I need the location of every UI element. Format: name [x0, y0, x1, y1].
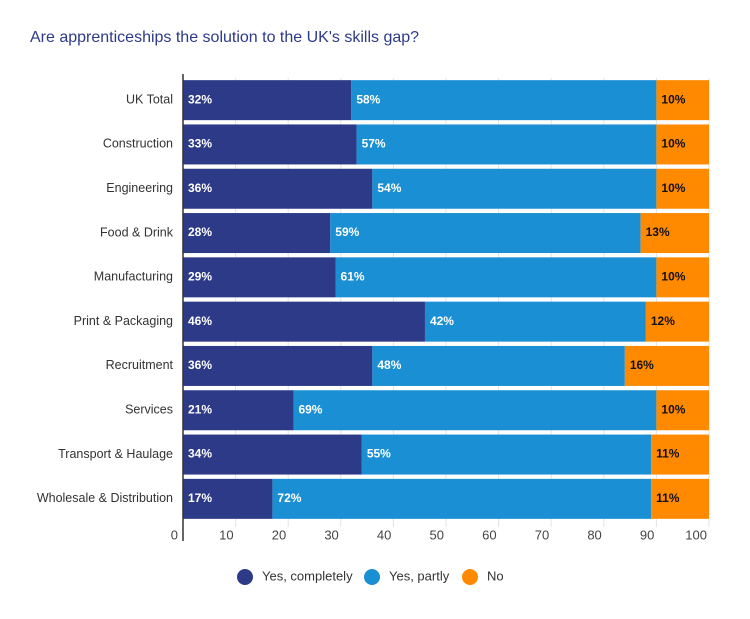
bar-segment: [183, 434, 362, 475]
bar-segment: [183, 345, 373, 386]
value-label: 57%: [362, 137, 386, 151]
legend-marker: [237, 569, 253, 585]
bar-segment: [183, 478, 273, 519]
value-label: 58%: [356, 92, 380, 106]
bar-segment: [183, 301, 425, 342]
bar-segment: [183, 390, 294, 431]
bar-segment: [656, 257, 709, 298]
bar-segment: [372, 168, 657, 209]
x-tick-label: 70: [535, 527, 549, 542]
bar-segment: [656, 124, 709, 165]
value-label: 36%: [188, 358, 212, 372]
legend-marker: [462, 569, 478, 585]
bar-segment: [272, 478, 652, 519]
bar-segment: [640, 213, 709, 254]
bar-segment: [651, 434, 709, 475]
bar-segment: [351, 80, 657, 121]
value-label: 16%: [630, 358, 654, 372]
value-label: 34%: [188, 447, 212, 461]
x-tick-label: 30: [324, 527, 338, 542]
category-label: Construction: [103, 137, 173, 151]
category-label: Food & Drink: [100, 225, 174, 239]
value-label: 28%: [188, 225, 212, 239]
bar-segment: [293, 390, 657, 431]
value-label: 32%: [188, 92, 212, 106]
value-label: 11%: [656, 491, 680, 505]
category-label: Print & Packaging: [74, 314, 173, 328]
value-label: 13%: [646, 225, 670, 239]
value-label: 10%: [661, 137, 685, 151]
legend-label: Yes, completely: [262, 568, 353, 583]
bar-segment: [645, 301, 709, 342]
category-label: Recruitment: [106, 358, 174, 372]
legend-marker: [364, 569, 380, 585]
value-label: 59%: [335, 225, 359, 239]
value-label: 48%: [377, 358, 401, 372]
bar-segment: [183, 80, 352, 121]
bar-segment: [183, 213, 331, 254]
bar-segment: [183, 168, 373, 209]
bar-segment: [651, 478, 709, 519]
chart-title: Are apprenticeships the solution to the …: [30, 29, 419, 46]
bar-segment: [656, 80, 709, 121]
value-label: 55%: [367, 447, 391, 461]
x-tick-label: 100: [685, 527, 707, 542]
bar-segment: [335, 257, 657, 298]
bar-segment: [361, 434, 652, 475]
value-label: 10%: [661, 270, 685, 284]
value-label: 61%: [341, 270, 365, 284]
value-label: 69%: [298, 402, 322, 416]
value-label: 10%: [661, 402, 685, 416]
bar-segment: [372, 345, 625, 386]
category-label: Engineering: [106, 181, 173, 195]
value-label: 54%: [377, 181, 401, 195]
x-tick-label: 90: [640, 527, 654, 542]
category-label: Wholesale & Distribution: [37, 491, 173, 505]
bar-segment: [424, 301, 646, 342]
category-label: Services: [125, 403, 173, 417]
value-label: 21%: [188, 402, 212, 416]
category-label: Transport & Haulage: [58, 447, 173, 461]
value-label: 29%: [188, 270, 212, 284]
value-label: 10%: [661, 181, 685, 195]
category-label: UK Total: [126, 92, 173, 106]
value-label: 17%: [188, 491, 212, 505]
bar-segment: [624, 345, 709, 386]
x-tick-label: 20: [272, 527, 286, 542]
value-label: 12%: [651, 314, 675, 328]
bar-segment: [330, 213, 641, 254]
value-label: 72%: [277, 491, 301, 505]
bar-segment: [183, 124, 357, 165]
x-tick-label: 60: [482, 527, 496, 542]
category-label: Manufacturing: [94, 270, 173, 284]
value-label: 11%: [656, 447, 680, 461]
bar-segment: [656, 168, 709, 209]
x-tick-label: 10: [219, 527, 233, 542]
value-label: 33%: [188, 137, 212, 151]
value-label: 36%: [188, 181, 212, 195]
bar-segment: [656, 390, 709, 431]
value-label: 42%: [430, 314, 454, 328]
x-tick-label: 0: [171, 527, 178, 542]
x-tick-label: 50: [430, 527, 444, 542]
legend-label: No: [487, 568, 504, 583]
x-tick-label: 40: [377, 527, 391, 542]
legend-label: Yes, partly: [389, 568, 450, 583]
value-label: 10%: [661, 92, 685, 106]
x-tick-label: 80: [587, 527, 601, 542]
bar-segment: [356, 124, 657, 165]
value-label: 46%: [188, 314, 212, 328]
bar-segment: [183, 257, 336, 298]
